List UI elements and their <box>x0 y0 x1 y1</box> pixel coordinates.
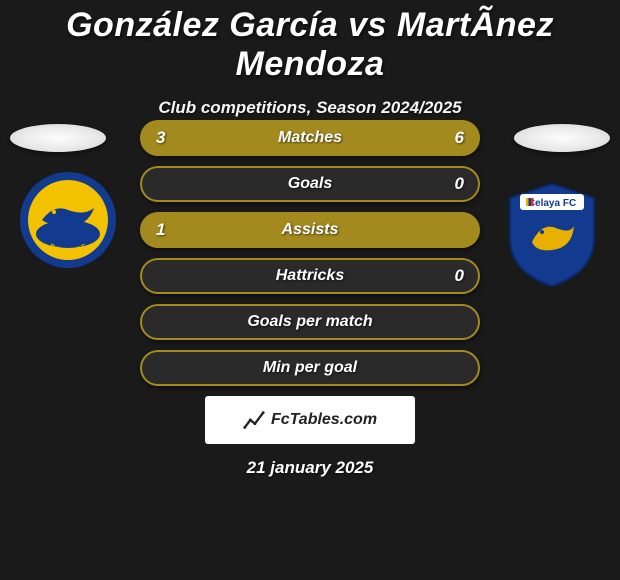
club-badge-right-icon: Celaya FC <box>502 180 602 290</box>
club-badge-left: DORADOS <box>18 170 118 270</box>
stat-label: Goals <box>288 175 332 193</box>
stats-column: Matches 3 6 Goals 0 Assists 1 Hattricks 0 Goals p… <box>140 120 480 478</box>
stat-row: Hattricks 0 <box>140 258 480 294</box>
page-subtitle: Club competitions, Season 2024/2025 <box>0 98 620 118</box>
stat-label: Hattricks <box>276 267 344 285</box>
page-title: González García vs MartÃ­nez Mendoza <box>0 0 620 84</box>
attribution-badge: FcTables.com <box>205 396 415 444</box>
stat-label: Goals per match <box>247 313 372 331</box>
stat-value-left: 3 <box>156 128 165 148</box>
stat-row: Assists 1 <box>140 212 480 248</box>
fctables-logo-icon <box>243 409 265 431</box>
club-badge-right: Celaya FC <box>502 180 602 280</box>
club-badge-right-text: Celaya FC <box>528 198 576 209</box>
stat-row: Goals 0 <box>140 166 480 202</box>
player-photo-placeholder-left <box>10 124 106 152</box>
player-photo-placeholder-right <box>514 124 610 152</box>
stat-value-left: 1 <box>156 220 165 240</box>
comparison-date: 21 january 2025 <box>140 458 480 478</box>
stat-label: Assists <box>282 221 339 239</box>
stat-label: Min per goal <box>263 359 357 377</box>
stat-value-right: 6 <box>455 128 464 148</box>
stat-value-right: 0 <box>455 266 464 286</box>
club-badge-left-icon: DORADOS <box>18 170 118 270</box>
stat-row: Goals per match <box>140 304 480 340</box>
stat-value-right: 0 <box>455 174 464 194</box>
comparison-card: González García vs MartÃ­nez Mendoza Clu… <box>0 0 620 580</box>
stat-label: Matches <box>278 129 342 147</box>
stat-row: Matches 3 6 <box>140 120 480 156</box>
attribution-text: FcTables.com <box>271 411 377 429</box>
stat-row: Min per goal <box>140 350 480 386</box>
